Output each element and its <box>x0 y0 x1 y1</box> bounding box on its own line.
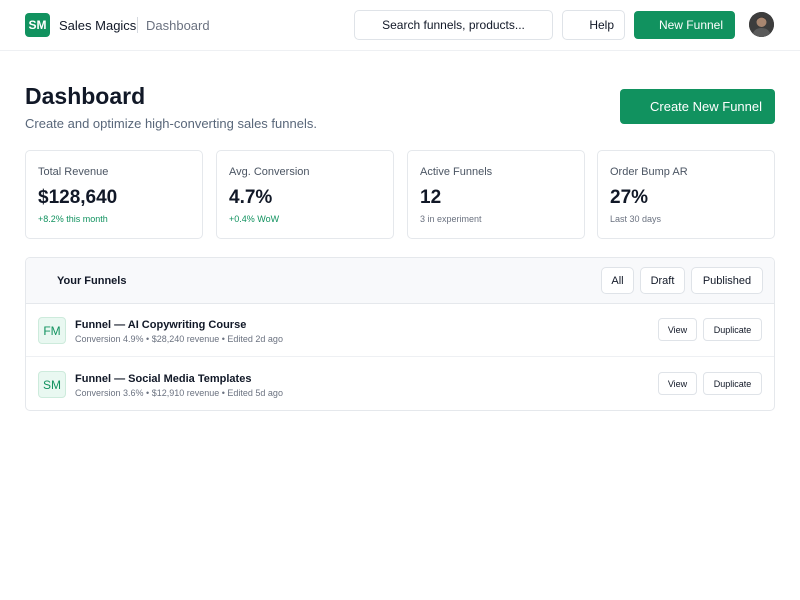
funnel-badge: FM <box>38 317 66 344</box>
funnels-panel: Your Funnels All Draft Published FM Funn… <box>25 257 775 411</box>
filter-label: Published <box>702 274 752 287</box>
funnel-badge: SM <box>38 371 66 398</box>
stat-label: Order Bump AR <box>610 166 688 178</box>
funnels-panel-title: Your Funnels <box>57 275 127 287</box>
app-logo[interactable]: SM <box>25 13 50 37</box>
stat-label: Total Revenue <box>38 166 109 178</box>
view-button-label: View <box>667 324 688 335</box>
funnel-name[interactable]: Funnel — AI Copywriting Course <box>75 319 247 331</box>
user-avatar[interactable] <box>749 12 774 37</box>
funnels-panel-header: Your Funnels All Draft Published <box>26 258 774 304</box>
breadcrumb: Dashboard <box>146 18 210 33</box>
filter-published-button[interactable]: Published <box>691 267 763 294</box>
stat-change: +8.2% this month <box>38 214 108 224</box>
create-new-funnel-button[interactable]: Create New Funnel <box>620 89 775 124</box>
stat-card-order-bump-ar: Order Bump AR 27% Last 30 days <box>597 150 775 239</box>
top-bar: SM Sales Magics Dashboard Search funnels… <box>0 0 800 51</box>
brand-name: Sales Magics <box>59 18 137 33</box>
duplicate-button[interactable]: Duplicate <box>703 318 762 341</box>
view-button-label: View <box>667 378 688 389</box>
help-button[interactable]: Help <box>562 10 625 40</box>
stat-card-active-funnels: Active Funnels 12 3 in experiment <box>407 150 585 239</box>
funnel-row[interactable]: FM Funnel — AI Copywriting Course Conver… <box>26 304 774 357</box>
stat-value: 27% <box>610 187 649 208</box>
filter-draft-button[interactable]: Draft <box>640 267 685 294</box>
stat-change: +0.4% WoW <box>229 214 280 224</box>
stat-note: Last 30 days <box>610 214 662 224</box>
create-new-funnel-label: Create New Funnel <box>650 99 762 114</box>
funnel-row[interactable]: SM Funnel — Social Media Templates Conve… <box>26 358 774 410</box>
stat-label: Active Funnels <box>420 166 493 178</box>
funnel-meta: Conversion 3.6% • $12,910 revenue • Edit… <box>75 388 283 398</box>
duplicate-button[interactable]: Duplicate <box>703 372 762 395</box>
stat-value: $128,640 <box>38 187 118 208</box>
new-funnel-button[interactable]: New Funnel <box>634 11 735 39</box>
view-button[interactable]: View <box>658 372 697 395</box>
funnel-name[interactable]: Funnel — Social Media Templates <box>75 373 252 385</box>
page-title: Dashboard <box>25 83 146 109</box>
filter-label: All <box>611 274 624 287</box>
stat-label: Avg. Conversion <box>229 166 310 178</box>
filter-all-button[interactable]: All <box>601 267 634 294</box>
funnel-meta: Conversion 4.9% • $28,240 revenue • Edit… <box>75 334 283 344</box>
filter-label: Draft <box>650 274 675 287</box>
help-button-label: Help <box>589 18 614 32</box>
view-button[interactable]: View <box>658 318 697 341</box>
search-input-text: Search funnels, products... <box>382 18 525 32</box>
stat-value: 12 <box>420 187 442 208</box>
stat-value: 4.7% <box>229 187 273 208</box>
duplicate-button-label: Duplicate <box>713 378 752 389</box>
stat-card-avg-conversion: Avg. Conversion 4.7% +0.4% WoW <box>216 150 394 239</box>
stat-note: 3 in experiment <box>420 214 482 224</box>
new-funnel-button-label: New Funnel <box>658 18 723 32</box>
page-subtitle: Create and optimize high-converting sale… <box>25 116 317 131</box>
stat-card-total-revenue: Total Revenue $128,640 +8.2% this month <box>25 150 203 239</box>
search-input[interactable]: Search funnels, products... <box>354 10 553 40</box>
brand-divider <box>137 17 138 33</box>
duplicate-button-label: Duplicate <box>713 324 752 335</box>
